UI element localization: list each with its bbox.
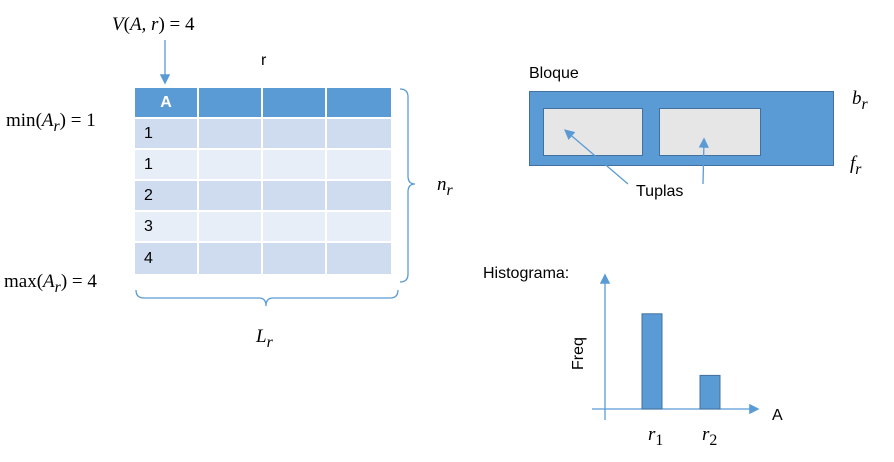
relation-name: r bbox=[261, 52, 267, 69]
table-cell bbox=[263, 181, 327, 212]
cell-A: 2 bbox=[135, 181, 199, 212]
table-cell bbox=[327, 181, 391, 212]
table-header-row: A bbox=[135, 88, 391, 119]
table-cell bbox=[327, 212, 391, 243]
relation-table: A 1 1 2 3 4 bbox=[135, 88, 391, 274]
b-r-label: br bbox=[852, 88, 868, 113]
table-cell bbox=[263, 150, 327, 181]
max-formula: max(Ar) = 4 bbox=[4, 271, 97, 296]
table-cell bbox=[327, 243, 391, 274]
header-cell-A: A bbox=[135, 88, 199, 119]
tuple-box-2 bbox=[659, 108, 761, 156]
min-formula: min(Ar) = 1 bbox=[6, 110, 96, 135]
histogram-bars bbox=[641, 313, 721, 410]
tuple-box-1 bbox=[543, 108, 643, 156]
cell-A: 3 bbox=[135, 212, 199, 243]
header-cell bbox=[199, 88, 263, 119]
header-cell bbox=[327, 88, 391, 119]
histogram-title: Histograma: bbox=[483, 265, 570, 282]
cell-A: 1 bbox=[135, 150, 199, 181]
f-r-label: fr bbox=[850, 153, 862, 178]
tuples-arrow-1 bbox=[564, 129, 629, 185]
L-r-label: Lr bbox=[256, 326, 273, 351]
table-cell bbox=[199, 150, 263, 181]
table-row: 1 bbox=[135, 119, 391, 150]
table-cell bbox=[199, 119, 263, 150]
table-cell bbox=[327, 150, 391, 181]
header-cell bbox=[263, 88, 327, 119]
tuples-label: Tuplas bbox=[636, 183, 684, 200]
histogram-xlabel: A bbox=[772, 407, 783, 424]
table-cell bbox=[263, 212, 327, 243]
table-cell bbox=[199, 181, 263, 212]
table-row: 3 bbox=[135, 212, 391, 243]
cell-A: 1 bbox=[135, 119, 199, 150]
cell-A: 4 bbox=[135, 243, 199, 274]
n-r-brace bbox=[399, 88, 416, 283]
histogram-bar-r1 bbox=[641, 313, 663, 410]
table-cell bbox=[263, 243, 327, 274]
tuples-arrow-2 bbox=[698, 137, 710, 185]
block-title: Bloque bbox=[529, 65, 579, 82]
L-r-brace bbox=[135, 289, 399, 307]
n-r-label: nr bbox=[437, 174, 453, 199]
histogram-bar-r2 bbox=[699, 374, 721, 410]
table-cell bbox=[327, 119, 391, 150]
table-cell bbox=[199, 212, 263, 243]
table-row: 2 bbox=[135, 181, 391, 212]
tick-label-r1: r1 bbox=[648, 424, 664, 449]
tick-label-r2: r2 bbox=[702, 424, 718, 449]
distinct-values-formula: V(A, r) = 4 bbox=[112, 14, 195, 35]
table-row: 4 bbox=[135, 243, 391, 274]
table-cell bbox=[199, 243, 263, 274]
table-cell bbox=[263, 119, 327, 150]
table-row: 1 bbox=[135, 150, 391, 181]
